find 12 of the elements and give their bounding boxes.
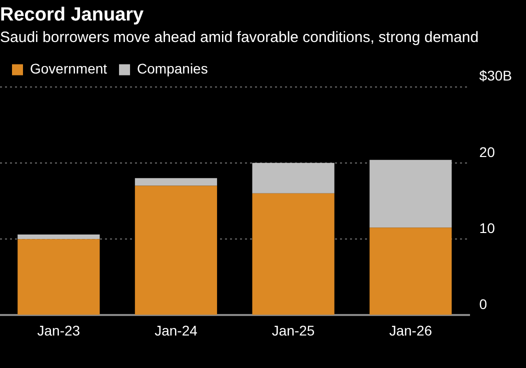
chart-subtitle: Saudi borrowers move ahead amid favorable conditions, strong demand xyxy=(0,28,479,46)
chart-title: Record January xyxy=(0,4,144,26)
y-tick-label: 20 xyxy=(479,144,496,160)
y-tick-label: $30B xyxy=(479,68,512,84)
legend-label: Companies xyxy=(137,60,208,77)
x-tick-label: Jan-24 xyxy=(154,322,198,338)
x-tick-label: Jan-26 xyxy=(389,322,432,338)
legend-label: Government xyxy=(30,60,108,77)
y-tick-label: 10 xyxy=(479,220,496,236)
x-tick-label: Jan-23 xyxy=(37,322,80,338)
y-tick-label: 0 xyxy=(479,296,488,312)
x-tick-label: Jan-25 xyxy=(272,322,315,338)
